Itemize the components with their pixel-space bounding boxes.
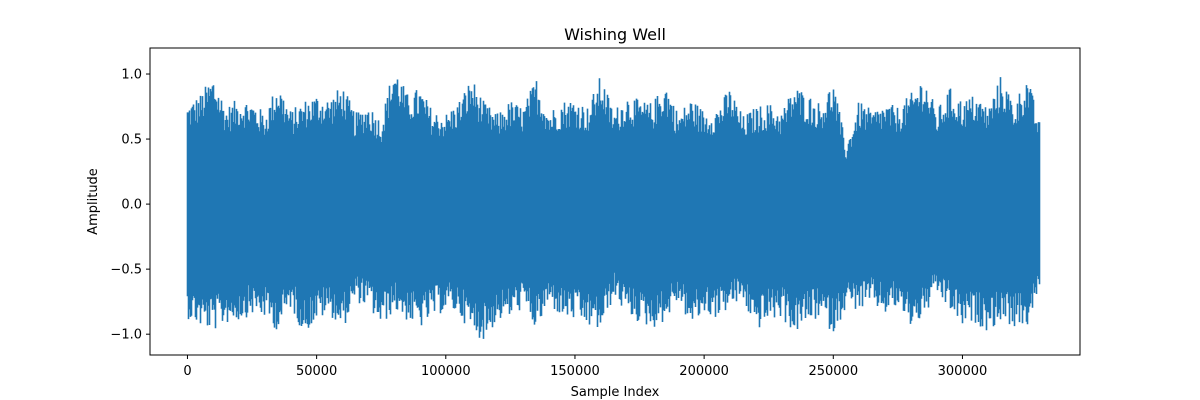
- x-tick-label: 100000: [421, 364, 471, 379]
- chart-title: Wishing Well: [564, 25, 666, 44]
- y-tick-label: 0.5: [121, 133, 142, 148]
- x-axis-ticks: 0 50000 100000 150000 200000 250000 300000: [183, 355, 987, 379]
- x-tick-label: 250000: [808, 364, 858, 379]
- series-line: [186, 77, 1041, 339]
- x-tick-label: 50000: [296, 364, 337, 379]
- y-tick-label: −0.5: [110, 263, 142, 278]
- y-axis-label: Amplitude: [86, 168, 101, 235]
- x-axis-label: Sample Index: [571, 385, 660, 400]
- plot-area: [149, 47, 1081, 356]
- x-tick-label: 150000: [550, 364, 600, 379]
- y-tick-label: 0.0: [121, 198, 142, 213]
- y-tick-label: 1.0: [121, 68, 142, 83]
- x-tick-label: 200000: [679, 364, 729, 379]
- x-tick-label: 0: [183, 364, 191, 379]
- signal-layer: [186, 77, 1041, 339]
- y-tick-label: −1.0: [110, 328, 142, 343]
- axes-frame: [149, 47, 1081, 356]
- y-axis-ticks: −1.0 −0.5 0.0 0.5 1.0: [110, 68, 150, 343]
- x-tick-label: 300000: [938, 364, 988, 379]
